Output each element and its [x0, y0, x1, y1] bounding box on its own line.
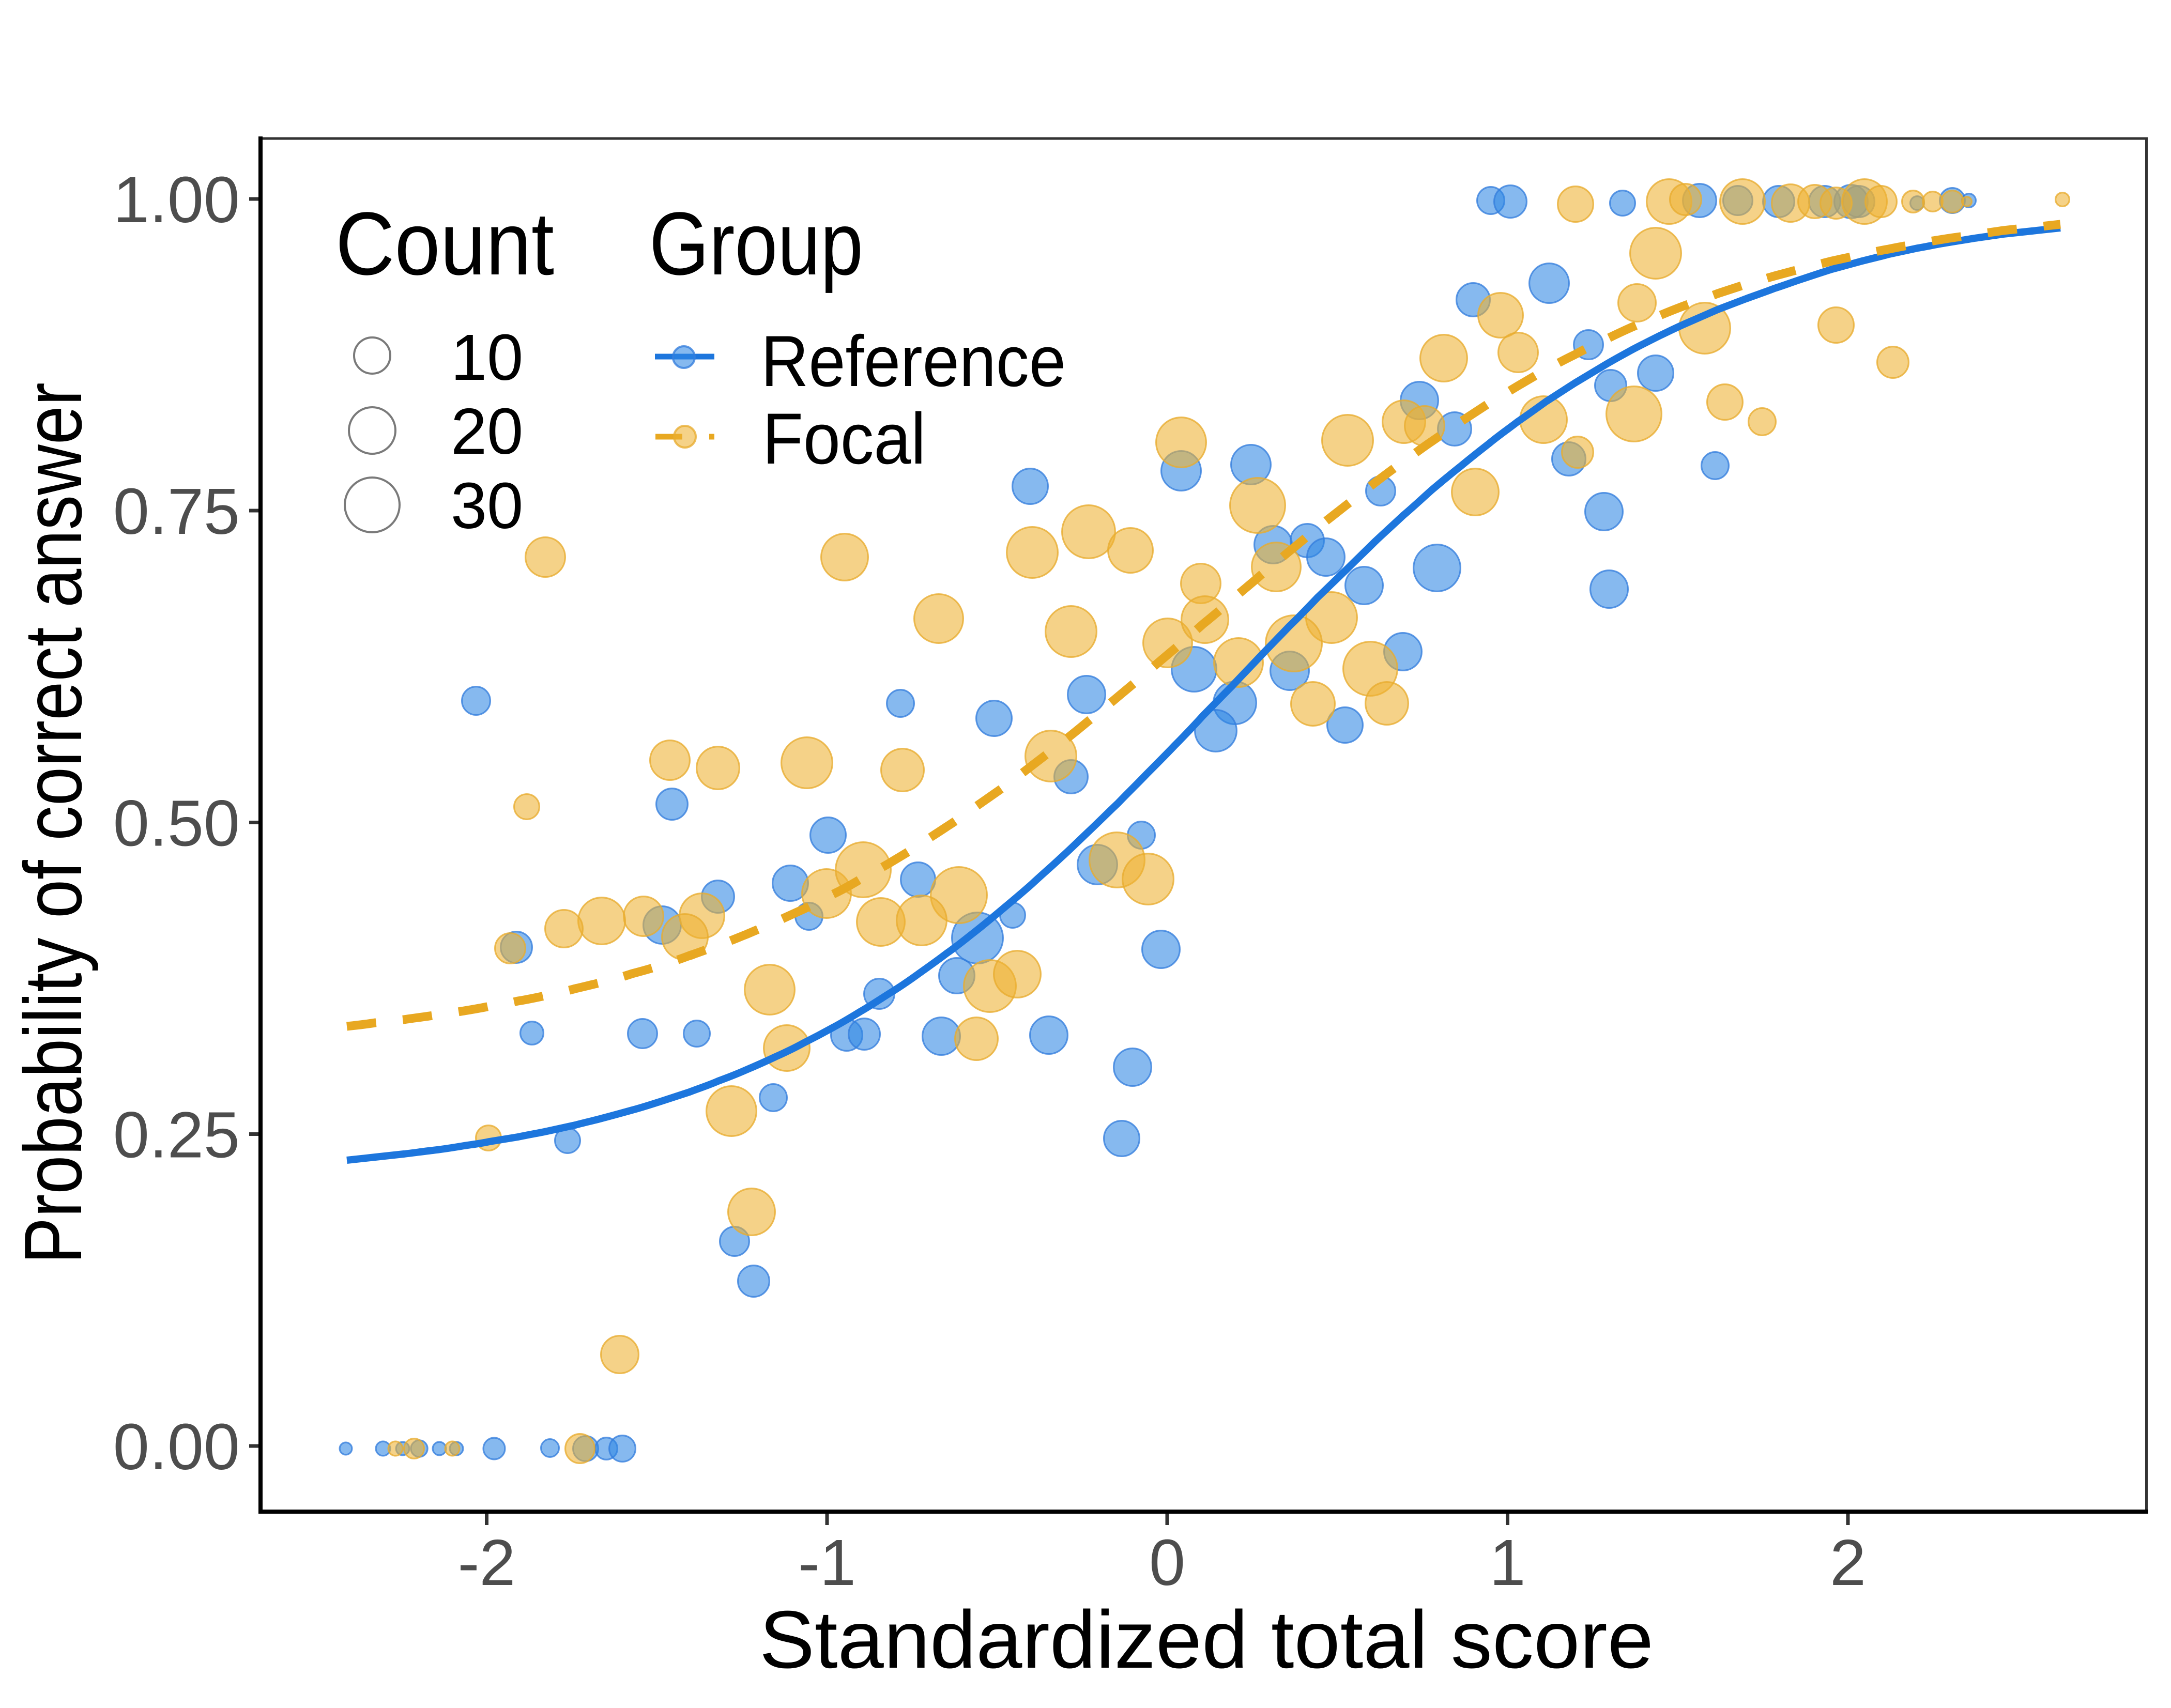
svg-text:10: 10	[451, 321, 523, 394]
svg-text:1.00: 1.00	[113, 163, 240, 236]
svg-text:2: 2	[1830, 1526, 1866, 1599]
svg-text:Focal: Focal	[762, 398, 926, 479]
svg-text:1: 1	[1489, 1526, 1525, 1599]
svg-text:30: 30	[451, 469, 523, 542]
svg-text:0.75: 0.75	[113, 475, 240, 548]
svg-text:-1: -1	[798, 1526, 856, 1599]
svg-text:Group: Group	[649, 193, 863, 294]
svg-text:20: 20	[451, 395, 523, 468]
svg-text:0.25: 0.25	[113, 1099, 240, 1172]
svg-text:0.50: 0.50	[113, 787, 240, 860]
svg-text:-2: -2	[457, 1526, 515, 1599]
svg-text:Reference: Reference	[761, 320, 1066, 402]
svg-text:0.00: 0.00	[113, 1410, 240, 1483]
svg-text:Count: Count	[335, 193, 554, 294]
svg-text:Standardized total score: Standardized total score	[759, 1594, 1654, 1685]
svg-text:0: 0	[1149, 1526, 1185, 1599]
svg-text:Probability of correct answer: Probability of correct answer	[8, 382, 99, 1264]
